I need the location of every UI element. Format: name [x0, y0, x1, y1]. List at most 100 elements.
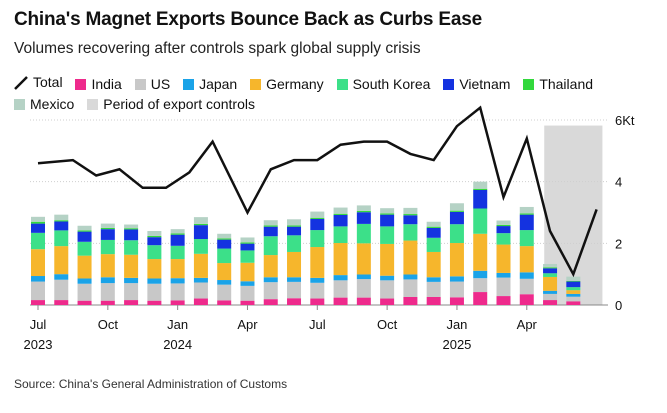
- bar-segment-us: [193, 282, 208, 299]
- bar-segment-thailand: [449, 210, 464, 212]
- bar-segment-vietnam: [240, 243, 255, 251]
- legend-item-india: India: [75, 75, 122, 94]
- bar-segment-vietnam: [356, 212, 371, 224]
- bar-segment-mexico: [473, 181, 488, 189]
- bar-segment-us: [566, 296, 581, 302]
- bar-segment-south-korea: [496, 233, 511, 245]
- bar-segment-vietnam: [473, 189, 488, 209]
- legend-item-south-korea: South Korea: [336, 75, 431, 94]
- bar-segment-south-korea: [543, 273, 558, 277]
- legend-label: US: [150, 75, 171, 92]
- bar-segment-south-korea: [473, 208, 488, 234]
- bar-segment-us: [54, 279, 69, 301]
- bar-segment-germany: [240, 262, 255, 282]
- bar-segment-us: [380, 280, 395, 299]
- y-tick-label: 6Kt: [615, 113, 635, 128]
- legend-label: Total: [33, 74, 63, 90]
- bar-segment-south-korea: [124, 240, 139, 255]
- bar-segment-germany: [403, 240, 418, 275]
- bar-segment-thailand: [193, 223, 208, 226]
- bar-segment-india: [263, 299, 278, 305]
- legend-item-mexico: Mexico: [14, 95, 74, 114]
- bar-segment-us: [449, 281, 464, 298]
- bar-segment-us: [170, 283, 185, 301]
- bar-segment-thailand: [496, 224, 511, 227]
- bar-segment-vietnam: [287, 226, 302, 236]
- bar-segment-india: [496, 296, 511, 305]
- bar-segment-mexico: [403, 207, 418, 215]
- bar-segment-mexico: [426, 221, 441, 227]
- bar-segment-south-korea: [449, 224, 464, 244]
- bar-segment-japan: [333, 275, 348, 281]
- bar-segment-germany: [77, 255, 92, 279]
- bar-segment-japan: [263, 277, 278, 283]
- bar-segment-japan: [426, 277, 441, 282]
- color-swatch-icon: [134, 78, 146, 90]
- bar-segment-vietnam: [263, 226, 278, 237]
- bar-segment-india: [449, 297, 464, 305]
- legend: Total India US Japan Germany South Korea…: [14, 73, 659, 115]
- bar-segment-mexico: [496, 220, 511, 225]
- bar-segment-south-korea: [356, 223, 371, 244]
- bar-segment-india: [77, 300, 92, 305]
- x-tick-year-label: 2025: [442, 337, 471, 352]
- bar-segment-thailand: [263, 225, 278, 227]
- bar-segment-germany: [380, 243, 395, 276]
- legend-label: South Korea: [352, 75, 431, 92]
- bar-segment-japan: [566, 293, 581, 297]
- bar-segment-japan: [124, 277, 139, 284]
- bar-segment-india: [193, 298, 208, 305]
- x-tick-label: Jan: [446, 317, 467, 332]
- bar-segment-south-korea: [403, 224, 418, 241]
- legend-label: Japan: [199, 75, 238, 92]
- legend-label: Mexico: [30, 95, 75, 112]
- bar-segment-india: [380, 298, 395, 305]
- bar-segment-thailand: [54, 220, 69, 222]
- x-tick-label: Jul: [30, 317, 47, 332]
- x-tick-label: Jul: [309, 317, 326, 332]
- legend-label: Vietnam: [459, 75, 511, 92]
- bar-segment-thailand: [124, 228, 139, 230]
- bar-segment-mexico: [124, 224, 139, 229]
- bar-segment-thailand: [287, 225, 302, 227]
- bar-segment-mexico: [449, 203, 464, 211]
- legend-label: Thailand: [539, 75, 594, 92]
- bar-segment-germany: [54, 246, 69, 275]
- bar-segment-vietnam: [170, 234, 185, 246]
- bar-segment-vietnam: [426, 227, 441, 238]
- bar-segment-mexico: [566, 276, 581, 281]
- legend-item-thailand: Thailand: [523, 75, 593, 94]
- bar-segment-vietnam: [333, 214, 348, 227]
- bar-segment-mexico: [356, 205, 371, 211]
- bar-segment-vietnam: [449, 211, 464, 225]
- bar-segment-vietnam: [54, 221, 69, 231]
- legend-item-us: US: [134, 75, 171, 94]
- bar-segment-south-korea: [263, 236, 278, 256]
- bar-segment-mexico: [310, 211, 325, 218]
- bar-segment-thailand: [170, 233, 185, 235]
- bar-segment-mexico: [147, 231, 162, 236]
- line-swatch-icon: [14, 75, 28, 90]
- bar-segment-germany: [566, 290, 581, 294]
- color-swatch-icon: [14, 98, 25, 110]
- color-swatch-icon: [443, 78, 455, 90]
- bar-segment-us: [31, 281, 45, 301]
- x-tick-label: Oct: [377, 317, 398, 332]
- legend-item-japan: Japan: [183, 75, 237, 94]
- bar-segment-japan: [170, 278, 185, 284]
- bar-segment-thailand: [356, 210, 371, 213]
- bar-segment-germany: [217, 263, 232, 281]
- bar-segment-japan: [193, 277, 208, 283]
- bar-segment-germany: [31, 249, 45, 277]
- legend-item-export-controls: Period of export controls: [87, 95, 255, 114]
- bar-segment-vietnam: [543, 268, 558, 274]
- bar-segment-south-korea: [147, 245, 162, 260]
- bar-segment-vietnam: [217, 239, 232, 249]
- bar-segment-vietnam: [193, 225, 208, 240]
- bar-segment-us: [543, 293, 558, 301]
- bar-segment-vietnam: [496, 226, 511, 234]
- color-swatch-icon: [336, 78, 348, 90]
- bar-segment-vietnam: [77, 231, 92, 242]
- bar-segment-japan: [77, 278, 92, 284]
